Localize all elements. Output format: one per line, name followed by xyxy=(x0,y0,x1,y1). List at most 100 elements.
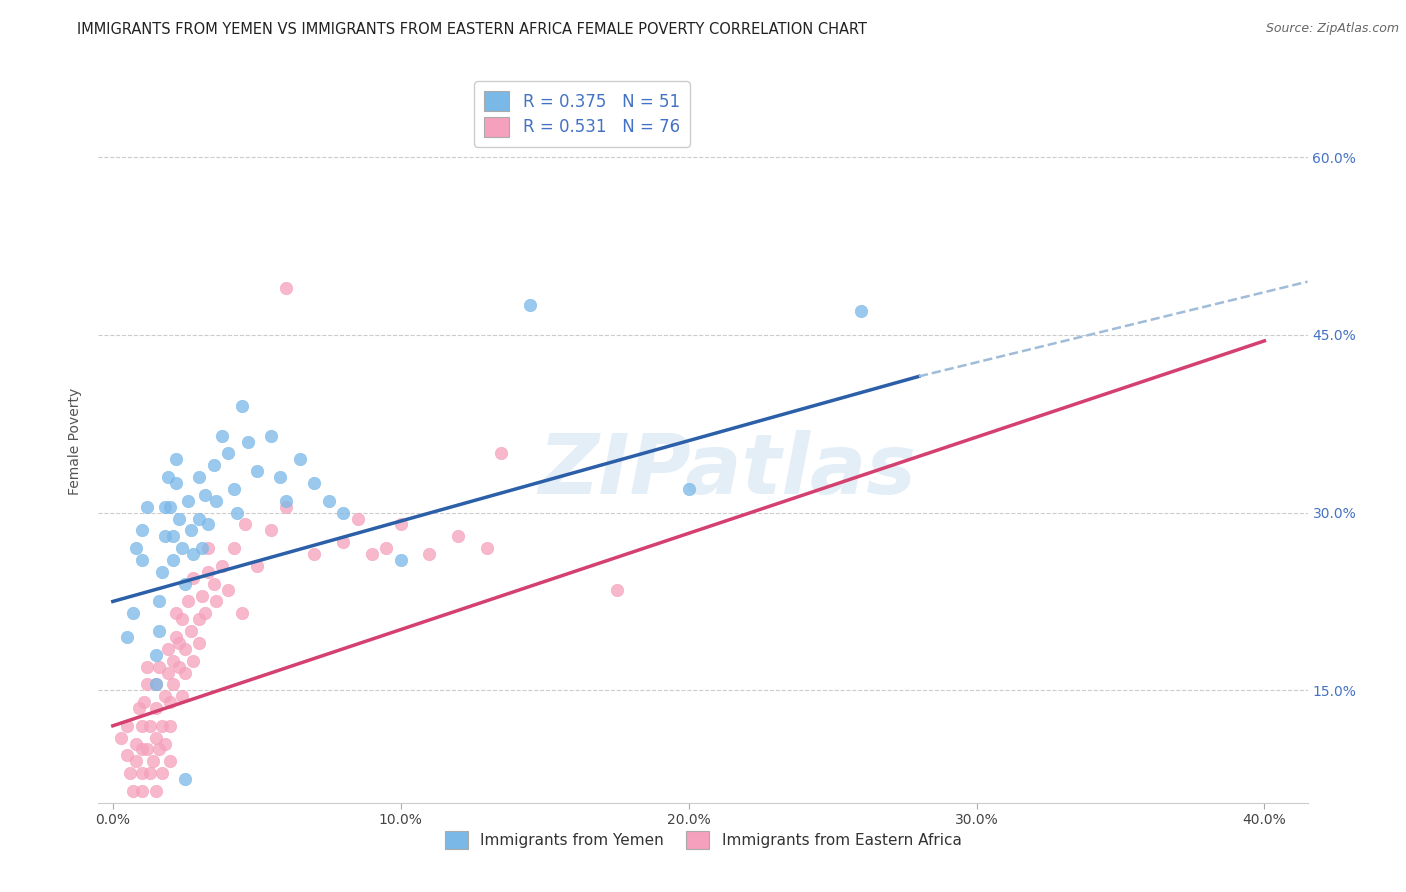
Point xyxy=(153,737,176,751)
Point xyxy=(211,428,233,442)
Point xyxy=(332,506,354,520)
Point xyxy=(156,665,179,680)
Point xyxy=(180,524,202,538)
Point xyxy=(165,630,187,644)
Point xyxy=(159,500,181,514)
Point xyxy=(304,547,326,561)
Point xyxy=(519,298,541,312)
Point xyxy=(153,529,176,543)
Point xyxy=(173,772,195,786)
Point xyxy=(131,766,153,780)
Point xyxy=(170,689,193,703)
Point xyxy=(332,535,354,549)
Point xyxy=(217,446,239,460)
Text: ZIPatlas: ZIPatlas xyxy=(538,430,917,511)
Point xyxy=(145,784,167,798)
Point xyxy=(136,677,159,691)
Point xyxy=(156,641,179,656)
Point xyxy=(153,689,176,703)
Point xyxy=(110,731,132,745)
Point xyxy=(134,695,156,709)
Point xyxy=(851,304,873,318)
Point xyxy=(131,742,153,756)
Point xyxy=(180,624,202,638)
Point xyxy=(145,701,167,715)
Point xyxy=(188,511,211,525)
Point xyxy=(145,648,167,662)
Point xyxy=(167,659,190,673)
Point xyxy=(167,636,190,650)
Point xyxy=(418,547,440,561)
Point xyxy=(678,482,700,496)
Point xyxy=(145,677,167,691)
Point xyxy=(447,529,470,543)
Point xyxy=(159,755,181,769)
Point xyxy=(233,517,256,532)
Point xyxy=(183,547,205,561)
Point xyxy=(136,500,159,514)
Point xyxy=(274,280,297,294)
Point xyxy=(125,541,148,556)
Point xyxy=(153,500,176,514)
Point xyxy=(217,582,239,597)
Point xyxy=(246,558,269,573)
Point xyxy=(165,607,187,621)
Point xyxy=(194,607,217,621)
Point xyxy=(170,612,193,626)
Point xyxy=(197,517,219,532)
Point xyxy=(361,547,384,561)
Point xyxy=(148,742,170,756)
Point xyxy=(225,506,247,520)
Point xyxy=(139,766,162,780)
Point xyxy=(165,452,187,467)
Point xyxy=(346,511,368,525)
Point xyxy=(197,565,219,579)
Point xyxy=(159,695,181,709)
Point xyxy=(222,541,245,556)
Point xyxy=(115,630,138,644)
Point xyxy=(375,541,398,556)
Point xyxy=(205,493,228,508)
Point xyxy=(173,665,195,680)
Point xyxy=(269,470,291,484)
Point xyxy=(131,784,153,798)
Point xyxy=(274,493,297,508)
Point xyxy=(136,742,159,756)
Point xyxy=(231,399,253,413)
Point xyxy=(231,607,253,621)
Point xyxy=(260,524,283,538)
Point xyxy=(197,541,219,556)
Point xyxy=(136,659,159,673)
Point xyxy=(205,594,228,608)
Point xyxy=(131,719,153,733)
Text: Source: ZipAtlas.com: Source: ZipAtlas.com xyxy=(1265,22,1399,36)
Point xyxy=(188,612,211,626)
Point xyxy=(202,458,225,473)
Point xyxy=(150,766,173,780)
Point xyxy=(148,659,170,673)
Point xyxy=(288,452,311,467)
Point xyxy=(183,654,205,668)
Point xyxy=(139,719,162,733)
Y-axis label: Female Poverty: Female Poverty xyxy=(69,388,83,495)
Point xyxy=(162,529,184,543)
Point xyxy=(191,541,214,556)
Point xyxy=(246,464,269,478)
Point xyxy=(222,482,245,496)
Point xyxy=(188,470,211,484)
Point xyxy=(125,755,148,769)
Legend: Immigrants from Yemen, Immigrants from Eastern Africa: Immigrants from Yemen, Immigrants from E… xyxy=(437,823,969,856)
Point xyxy=(115,748,138,763)
Point xyxy=(156,470,179,484)
Point xyxy=(194,488,217,502)
Point xyxy=(159,719,181,733)
Point xyxy=(274,500,297,514)
Point xyxy=(491,446,513,460)
Point xyxy=(170,541,193,556)
Point xyxy=(202,576,225,591)
Point xyxy=(389,553,412,567)
Point xyxy=(142,755,165,769)
Point xyxy=(131,553,153,567)
Point xyxy=(148,594,170,608)
Point xyxy=(120,766,142,780)
